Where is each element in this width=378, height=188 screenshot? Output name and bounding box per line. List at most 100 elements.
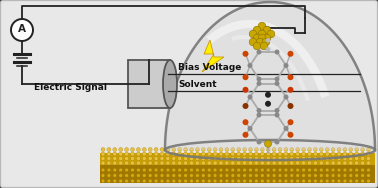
Circle shape [361,174,364,177]
Circle shape [207,148,211,152]
Circle shape [243,51,248,57]
Circle shape [296,179,299,183]
Circle shape [260,161,264,165]
Circle shape [288,51,293,57]
Circle shape [172,174,176,177]
Circle shape [160,161,164,165]
Circle shape [313,156,318,161]
Circle shape [184,174,187,177]
Circle shape [313,161,318,165]
Circle shape [136,152,140,156]
Circle shape [154,179,158,183]
Circle shape [260,42,268,50]
Circle shape [349,161,353,165]
Circle shape [184,156,187,161]
Text: Electric Signal: Electric Signal [34,83,107,92]
Circle shape [272,168,276,172]
Circle shape [284,148,288,152]
Circle shape [337,174,341,177]
Circle shape [237,161,241,165]
Circle shape [243,168,246,172]
Circle shape [296,174,299,177]
Circle shape [255,179,258,183]
Circle shape [290,148,294,152]
Circle shape [284,168,288,172]
Text: A: A [18,24,26,35]
Circle shape [113,156,117,161]
Circle shape [314,168,317,172]
Circle shape [160,179,164,183]
Circle shape [201,179,205,183]
Text: Bias Voltage: Bias Voltage [178,63,242,72]
Circle shape [367,179,370,183]
Circle shape [314,174,317,177]
Circle shape [207,152,211,156]
Circle shape [319,179,323,183]
Circle shape [101,161,105,165]
Circle shape [248,156,253,161]
Circle shape [355,161,359,165]
Circle shape [11,19,33,41]
Ellipse shape [163,60,177,108]
Circle shape [260,174,264,177]
Circle shape [119,179,122,183]
Circle shape [189,156,194,161]
Circle shape [201,161,205,165]
Circle shape [243,74,248,80]
Circle shape [190,168,193,172]
Circle shape [331,156,335,161]
Circle shape [149,179,152,183]
Circle shape [237,174,240,177]
Circle shape [343,152,347,156]
Circle shape [172,168,176,172]
Circle shape [249,38,257,46]
Circle shape [302,168,305,172]
Circle shape [231,179,235,183]
Circle shape [213,179,217,183]
Circle shape [130,161,135,165]
Circle shape [355,174,358,177]
Circle shape [219,179,223,183]
Circle shape [166,179,170,183]
Circle shape [101,168,105,172]
Circle shape [367,168,370,172]
Circle shape [136,174,140,177]
Circle shape [284,179,288,183]
Circle shape [290,152,294,156]
Circle shape [207,156,211,161]
Circle shape [231,174,235,177]
Circle shape [166,152,170,156]
Circle shape [249,179,252,183]
Circle shape [136,179,140,183]
Circle shape [125,156,129,161]
Circle shape [107,168,111,172]
Circle shape [343,156,347,161]
Circle shape [325,179,329,183]
Circle shape [337,161,341,165]
Circle shape [225,168,229,172]
Circle shape [166,148,170,152]
Circle shape [313,152,318,156]
Circle shape [119,168,122,172]
Circle shape [184,168,187,172]
Circle shape [272,152,276,156]
Circle shape [195,148,200,152]
Circle shape [231,148,235,152]
Circle shape [154,148,158,152]
Circle shape [190,174,193,177]
Circle shape [243,103,248,109]
Circle shape [278,156,282,161]
Circle shape [178,179,181,183]
Circle shape [113,148,117,152]
Circle shape [284,161,288,165]
Circle shape [213,156,217,161]
Circle shape [231,156,235,161]
Circle shape [148,148,152,152]
Circle shape [319,174,323,177]
Circle shape [355,156,359,161]
Circle shape [331,168,335,172]
Circle shape [331,152,335,156]
Circle shape [266,148,270,152]
Circle shape [178,168,181,172]
Circle shape [130,156,135,161]
